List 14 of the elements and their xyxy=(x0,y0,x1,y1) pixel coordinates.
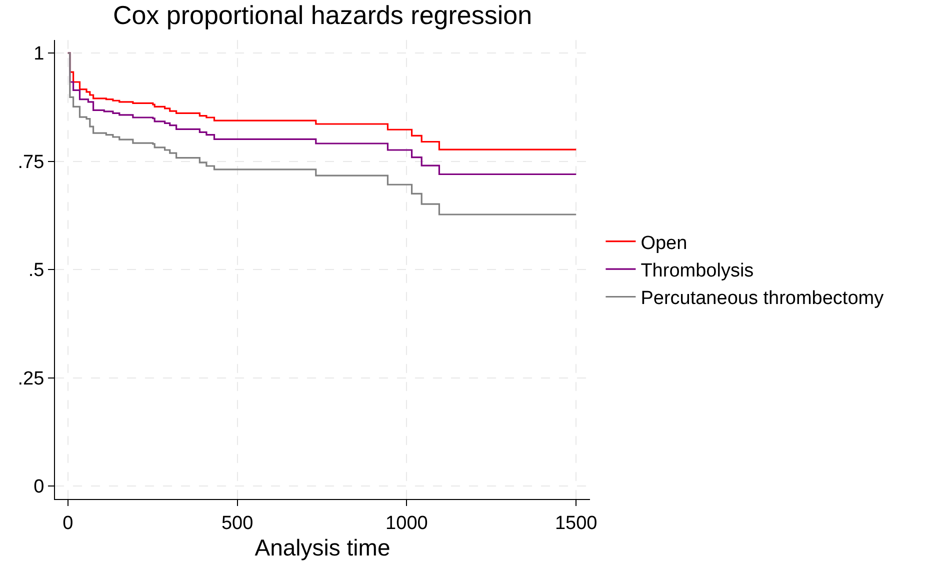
legend-label: Thrombolysis xyxy=(640,260,754,282)
x-tick-label: 500 xyxy=(221,512,254,534)
y-tick-label: .5 xyxy=(28,260,44,282)
x-tick-label: 1500 xyxy=(554,512,598,534)
y-tick-label: 0 xyxy=(34,476,44,498)
legend-label: Open xyxy=(640,232,688,254)
chart-title: Cox proportional hazards regression xyxy=(112,0,532,30)
legend-label: Percutaneous thrombectomy xyxy=(640,288,884,310)
y-tick-label: .75 xyxy=(18,152,44,173)
x-tick-label: 1000 xyxy=(386,512,428,534)
y-tick-label: .25 xyxy=(18,368,44,390)
x-axis-title: Analysis time xyxy=(254,534,390,560)
y-tick-label: 1 xyxy=(34,44,44,65)
x-tick-label: 0 xyxy=(62,512,74,534)
